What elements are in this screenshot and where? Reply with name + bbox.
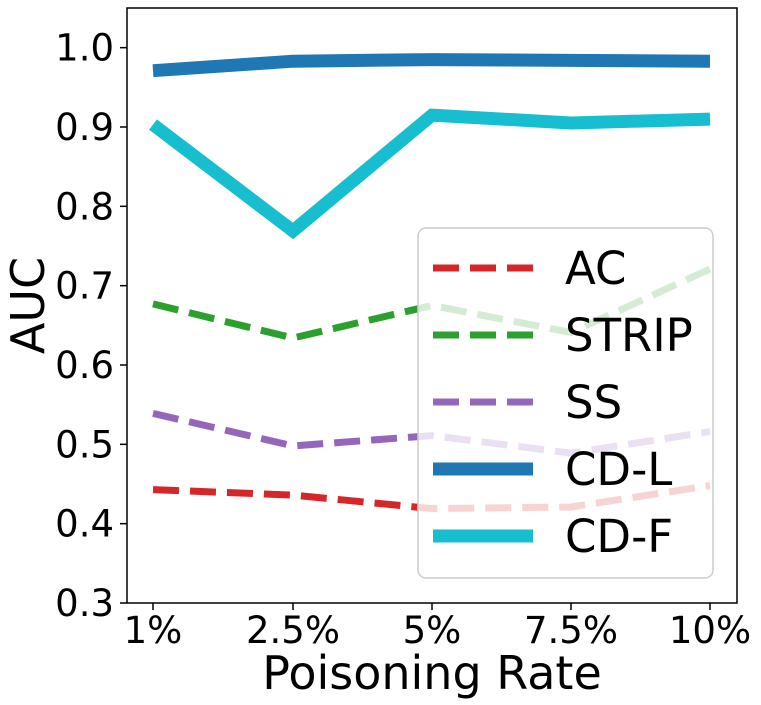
y-tick-label: 0.8 [55,185,114,228]
y-tick-label: 0.5 [55,423,114,466]
legend: AC STRIP SS CD-L CD-F [417,227,714,579]
legend-label-strip: STRIP [565,309,693,362]
x-axis-label: Poisoning Rate [262,646,602,700]
legend-label-ac: AC [565,242,626,295]
y-tick-label: 0.9 [55,106,114,149]
y-tick-label: 1.0 [55,27,114,70]
series-layer [149,53,712,513]
ticks-layer: 0.3 0.4 0.5 0.6 0.7 0.8 0.9 1.0 1% 2.5% 5% 7.5% 10% [55,27,751,652]
series-line-cd-f [149,108,711,240]
legend-label-cd-f: CD-F [565,510,673,563]
legend-box [417,227,714,579]
x-tick-label: 10% [669,609,751,652]
y-tick-label: 0.6 [55,344,114,387]
series-line-cd-l [152,53,711,78]
x-tick-label: 2.5% [246,609,340,652]
y-tick-label: 0.7 [55,265,114,308]
y-tick-label: 0.3 [55,582,114,625]
legend-label-ss: SS [565,376,622,429]
series-line-strip [152,265,712,342]
x-tick-label: 5% [403,609,462,652]
y-tick-label: 0.4 [55,503,114,546]
x-tick-label: 7.5% [524,609,618,652]
x-tick-label: 1% [124,609,183,652]
legend-label-cd-l: CD-L [565,443,672,496]
y-axis-label: AUC [1,257,55,354]
